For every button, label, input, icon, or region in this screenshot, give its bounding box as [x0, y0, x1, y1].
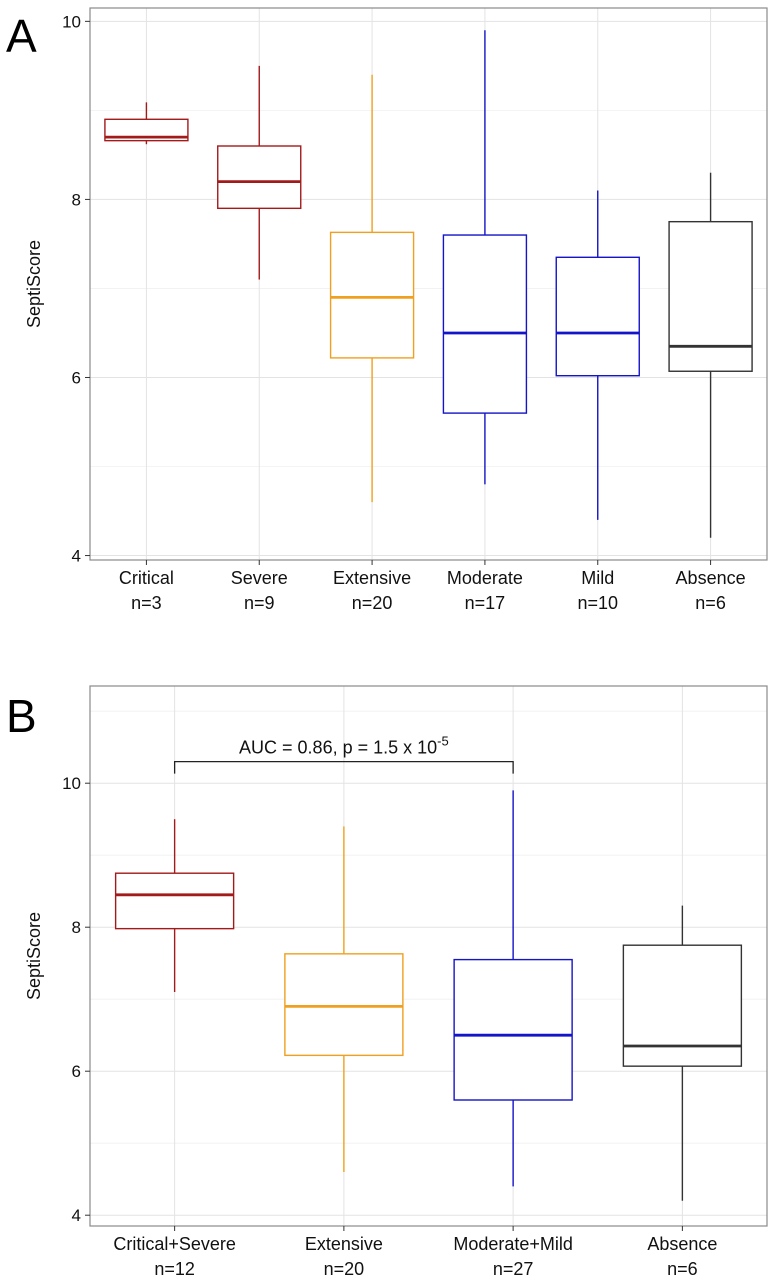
box-extensive [329, 74, 415, 503]
y-tick-label: 4 [72, 1206, 81, 1225]
box-extensive [284, 826, 404, 1172]
x-category-label: Absence [647, 1234, 717, 1254]
x-category-label: Extensive [333, 568, 411, 588]
y-tick-label: 4 [72, 547, 81, 566]
panel-letter: A [6, 10, 37, 62]
box-critical [104, 102, 189, 145]
iqr-box [555, 256, 640, 377]
plot-frame [89, 7, 768, 561]
iqr-box [104, 118, 189, 142]
x-category-label: Critical+Severe [113, 1234, 236, 1254]
x-category-count: n=17 [465, 593, 506, 613]
grid [90, 8, 767, 560]
iqr-box [442, 234, 528, 414]
iqr-box [329, 231, 415, 359]
box-moderate [442, 30, 528, 485]
panel-a: A 4 6 8 10 SeptiScore Critical n=3 Severe n=9 Exte… [6, 7, 768, 613]
y-tick-label: 6 [72, 368, 81, 387]
x-category-count: n=27 [493, 1259, 534, 1279]
x-category-count: n=9 [244, 593, 275, 613]
iqr-box [114, 872, 235, 930]
y-tick-label: 10 [62, 12, 81, 31]
y-axis-title: SeptiScore [24, 240, 44, 328]
grid [90, 686, 767, 1226]
box-mild [555, 190, 640, 520]
x-category-count: n=6 [667, 1259, 698, 1279]
iqr-box [217, 145, 302, 210]
x-category-count: n=6 [695, 593, 726, 613]
y-tick-label: 8 [72, 190, 81, 209]
x-category-label: Extensive [305, 1234, 383, 1254]
x-category-count: n=20 [324, 1259, 365, 1279]
x-category-count: n=20 [352, 593, 393, 613]
x-category-label: Mild [581, 568, 614, 588]
box-severe [217, 65, 302, 280]
x-category-label: Severe [231, 568, 288, 588]
box-absence [668, 172, 753, 538]
y-axis-title: SeptiScore [24, 912, 44, 1000]
iqr-box [622, 944, 743, 1067]
x-category-label: Moderate [447, 568, 523, 588]
x-category-label: Critical [119, 568, 174, 588]
iqr-box [284, 953, 404, 1057]
iqr-box [453, 958, 573, 1101]
iqr-box [668, 220, 753, 372]
x-category-count: n=12 [154, 1259, 195, 1279]
plot-frame [89, 685, 768, 1227]
x-category-label: Moderate+Mild [453, 1234, 573, 1254]
x-category-count: n=3 [131, 593, 162, 613]
auc-pvalue-text: AUC = 0.86, p = 1.5 x 10 [239, 738, 437, 758]
pvalue-exponent: -5 [437, 734, 449, 749]
x-category-count: n=10 [577, 593, 618, 613]
panel-letter: B [6, 690, 37, 742]
x-category-label: Absence [676, 568, 746, 588]
y-tick-label: 10 [62, 774, 81, 793]
y-tick-label: 8 [72, 918, 81, 937]
significance-bracket [173, 760, 514, 774]
y-tick-label: 6 [72, 1062, 81, 1081]
panel-b: B 4 6 8 10 SeptiScore Critical+Severe n=12 Exten… [6, 685, 768, 1279]
box-critical-severe [114, 819, 235, 992]
auc-pvalue-label: AUC = 0.86, p = 1.5 x 10-5 [239, 734, 449, 758]
box-absence [622, 905, 743, 1201]
significance-annotation: AUC = 0.86, p = 1.5 x 10-5 [173, 734, 514, 774]
box-moderate-mild [453, 790, 573, 1187]
